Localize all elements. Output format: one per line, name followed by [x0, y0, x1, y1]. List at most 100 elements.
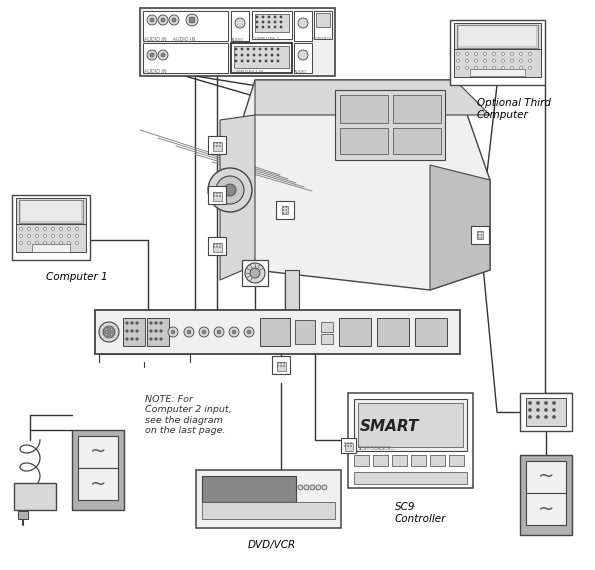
- Circle shape: [283, 206, 284, 207]
- Bar: [213, 142, 222, 151]
- Bar: [208, 186, 226, 204]
- Bar: [430, 455, 445, 466]
- Circle shape: [136, 329, 139, 332]
- Circle shape: [217, 243, 218, 245]
- Circle shape: [229, 327, 239, 337]
- Text: AUDIO IN    AUDIO IN: AUDIO IN AUDIO IN: [144, 37, 195, 42]
- Circle shape: [245, 263, 265, 283]
- Bar: [457, 25, 538, 48]
- Text: SMART: SMART: [360, 419, 419, 434]
- Circle shape: [247, 60, 249, 62]
- Circle shape: [511, 66, 513, 70]
- Circle shape: [552, 415, 556, 419]
- Bar: [18, 511, 28, 519]
- Text: AUDIO: AUDIO: [294, 70, 308, 74]
- Circle shape: [316, 485, 321, 490]
- Circle shape: [253, 54, 255, 56]
- Circle shape: [247, 330, 251, 334]
- Circle shape: [20, 241, 23, 245]
- Circle shape: [478, 231, 479, 233]
- Circle shape: [43, 241, 46, 245]
- Circle shape: [158, 15, 168, 25]
- Circle shape: [262, 26, 264, 28]
- Circle shape: [456, 52, 459, 55]
- Bar: [470, 70, 525, 76]
- Circle shape: [52, 241, 55, 245]
- Circle shape: [271, 54, 273, 56]
- Circle shape: [43, 227, 46, 230]
- Text: DVD/VCR: DVD/VCR: [248, 540, 296, 550]
- Circle shape: [213, 246, 215, 248]
- Circle shape: [493, 66, 496, 70]
- Circle shape: [259, 54, 261, 56]
- Circle shape: [150, 53, 154, 57]
- Circle shape: [484, 59, 487, 62]
- Circle shape: [253, 60, 255, 62]
- Circle shape: [286, 206, 287, 207]
- Bar: [202, 502, 335, 519]
- Bar: [255, 14, 289, 32]
- Text: SC9T-5ORSC9...: SC9T-5ORSC9...: [358, 446, 396, 451]
- Circle shape: [502, 59, 505, 62]
- Circle shape: [241, 48, 243, 50]
- Circle shape: [552, 401, 556, 405]
- Circle shape: [159, 337, 162, 340]
- Bar: [143, 43, 228, 73]
- Circle shape: [186, 14, 198, 26]
- Bar: [345, 443, 352, 450]
- Circle shape: [217, 196, 218, 197]
- Circle shape: [161, 18, 165, 22]
- Circle shape: [265, 48, 267, 50]
- Circle shape: [347, 445, 349, 447]
- Circle shape: [232, 330, 236, 334]
- Bar: [140, 8, 335, 76]
- Text: AUDIO IN: AUDIO IN: [144, 69, 167, 74]
- Circle shape: [52, 227, 55, 230]
- Circle shape: [52, 234, 55, 237]
- Circle shape: [241, 54, 243, 56]
- Circle shape: [235, 18, 245, 28]
- Circle shape: [259, 60, 261, 62]
- Circle shape: [150, 18, 154, 22]
- Circle shape: [283, 209, 284, 210]
- Circle shape: [217, 192, 218, 194]
- Circle shape: [159, 329, 162, 332]
- Bar: [276, 201, 294, 219]
- Circle shape: [280, 363, 281, 364]
- Circle shape: [159, 321, 162, 324]
- Circle shape: [111, 328, 113, 330]
- Circle shape: [235, 48, 237, 50]
- Text: ~: ~: [90, 441, 106, 461]
- Circle shape: [158, 50, 168, 60]
- Circle shape: [350, 442, 352, 443]
- Circle shape: [310, 485, 315, 490]
- Circle shape: [474, 52, 478, 55]
- Bar: [12, 195, 90, 260]
- Circle shape: [481, 234, 482, 235]
- Circle shape: [536, 401, 540, 405]
- Circle shape: [213, 243, 215, 245]
- Bar: [16, 198, 86, 225]
- Circle shape: [103, 326, 115, 338]
- Circle shape: [502, 66, 505, 70]
- Circle shape: [189, 17, 195, 23]
- Circle shape: [213, 145, 215, 146]
- Bar: [392, 455, 407, 466]
- Circle shape: [241, 60, 243, 62]
- Bar: [14, 483, 56, 510]
- Circle shape: [213, 196, 215, 197]
- Circle shape: [220, 243, 221, 245]
- Circle shape: [172, 18, 176, 22]
- Circle shape: [76, 234, 79, 237]
- Circle shape: [262, 21, 264, 23]
- Circle shape: [528, 66, 531, 70]
- Circle shape: [247, 54, 249, 56]
- Circle shape: [265, 54, 267, 56]
- Bar: [526, 398, 566, 426]
- Bar: [213, 243, 222, 252]
- Circle shape: [502, 52, 505, 55]
- Circle shape: [528, 415, 532, 419]
- Bar: [377, 318, 409, 346]
- Bar: [272, 356, 290, 374]
- Circle shape: [36, 227, 39, 230]
